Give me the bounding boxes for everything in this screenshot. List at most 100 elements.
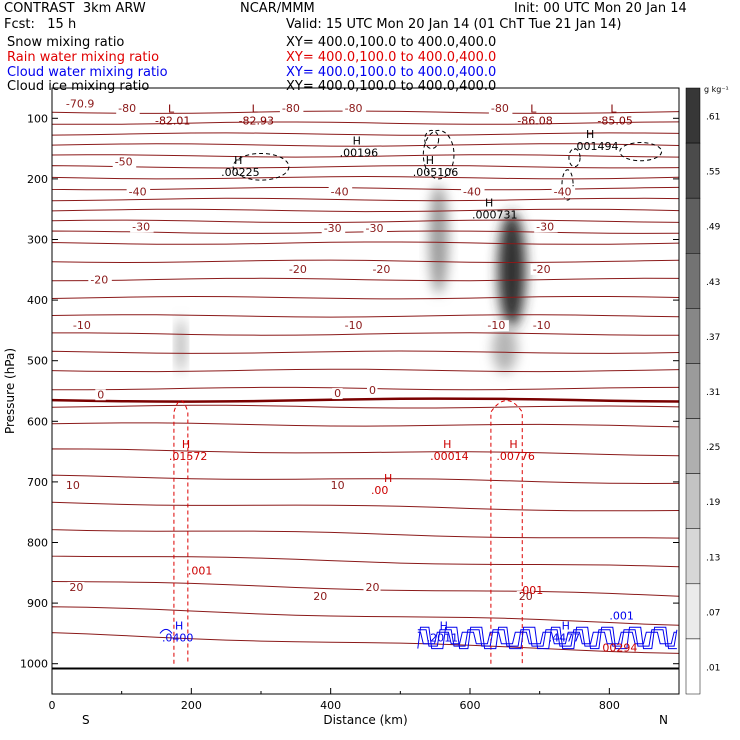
temperature-label-bg-27 <box>67 581 85 593</box>
contour-label-layer: -70.9 -80 -80 -80 -80 -50 -40 -40 -40 -40 -30 -30 -3… <box>63 97 637 655</box>
colorbar-label-0: .01 <box>706 663 720 673</box>
colorbar-label-8: .49 <box>706 223 721 233</box>
extremum-value-14: .2011 <box>427 631 459 644</box>
colorbar-segment-0 <box>685 87 701 144</box>
extremum-value-2: -86.08 <box>517 114 552 127</box>
temperature-label-bg-3 <box>342 103 367 115</box>
colorbar-label-9: .55 <box>706 168 720 178</box>
temperature-label-9: -40 <box>554 185 572 198</box>
extremum-symbol-7: H <box>586 128 594 141</box>
temperature-label-bg-9 <box>551 186 576 198</box>
extremum-value-11: .00776 <box>496 450 534 463</box>
temperature-label-2: -80 <box>282 102 300 115</box>
temperature-label-bg-18 <box>70 320 95 332</box>
temperature-label-bg-7 <box>328 186 353 198</box>
extremum-value-0: -82.01 <box>155 114 190 127</box>
field-cloudwater-xy: XY= 400.0,100.0 to 400.0,400.0 <box>286 65 497 80</box>
field-cloudwater-name: Cloud water mixing ratio <box>7 65 168 80</box>
extremum-value-13: .0400 <box>162 631 194 644</box>
temperature-label-bg-19 <box>342 320 367 332</box>
temperature-contour-line-3 <box>52 143 679 147</box>
axes-layer: 0 200 400 600 800100200300400500600700800900… <box>3 112 679 727</box>
field-rain-name: Rain water mixing ratio <box>7 50 160 65</box>
colorbar-label-6: .37 <box>706 333 720 343</box>
y-tick-label-3: 400 <box>27 294 48 307</box>
extremum-symbol-5: H <box>353 134 361 147</box>
temperature-label-bg-14 <box>88 274 112 286</box>
temperature-contour-line-20 <box>52 386 679 391</box>
colorbar-segment-10 <box>685 638 701 695</box>
extremum-value-7: .001494 <box>573 140 619 153</box>
temperature-label-bg-26 <box>328 480 346 492</box>
rain-contour-layer <box>173 400 523 664</box>
colorbar-segment-6 <box>685 418 701 474</box>
temperature-label-bg-13 <box>534 221 558 233</box>
temperature-label-14: -20 <box>90 274 108 287</box>
extremum-symbol-15: H <box>562 619 570 632</box>
extremum-symbol-14: H <box>440 619 448 632</box>
temperature-contour-layer <box>52 110 679 670</box>
temperature-label-20: -10 <box>487 319 505 332</box>
colorbar-segment-2 <box>685 197 701 254</box>
temperature-label-28: 20 <box>313 590 327 603</box>
temperature-label-15: -20 <box>289 263 307 276</box>
temperature-label-7: -40 <box>331 185 349 198</box>
field-rain-xy: XY= 400.0,100.0 to 400.0,400.0 <box>286 50 497 65</box>
cloud-water-contour-2 <box>417 631 677 645</box>
colorbar-unit: g kg⁻¹ <box>704 85 729 94</box>
temperature-label-10: -30 <box>132 220 150 233</box>
x-tick-label-3: 600 <box>460 699 481 712</box>
temperature-label-4: -80 <box>491 102 509 115</box>
annotation-0: .001 <box>188 565 213 578</box>
temperature-label-1: -80 <box>118 102 136 115</box>
extremum-value-8: .000731 <box>472 208 518 221</box>
extremum-value-1: -82.93 <box>239 114 274 127</box>
extremum-value-10: .00014 <box>430 450 469 463</box>
temperature-label-29: 20 <box>366 581 380 594</box>
temperature-contour-line-12 <box>52 241 679 245</box>
extremum-symbol-6: H <box>426 154 434 167</box>
temperature-label-24: 0 <box>369 384 376 397</box>
extremum-symbol-9: H <box>182 438 190 451</box>
temperature-label-bg-4 <box>488 103 513 115</box>
temperature-contour-line-29 <box>52 606 679 626</box>
extremum-value-9: .01572 <box>169 450 208 463</box>
colorbar: .01 .07 .13 .19 .25 .31 .37 .43 .49 .55 .61 g kg⁻¹ <box>685 85 729 695</box>
temperature-label-bg-25 <box>63 480 81 492</box>
temperature-label-0: -70.9 <box>66 97 94 110</box>
temperature-label-bg-2 <box>279 103 304 115</box>
temperature-contour-line-13 <box>52 259 679 264</box>
temperature-label-bg-0 <box>63 98 101 110</box>
x-tick-label-1: 200 <box>181 699 202 712</box>
colorbar-label-7: .43 <box>706 278 720 288</box>
temperature-contour-line-22 <box>52 422 679 428</box>
temperature-contour-line-21 <box>52 404 679 409</box>
snow-shading-layer <box>176 184 526 373</box>
field-cloudice-name: Cloud ice mixing ratio <box>7 79 150 94</box>
temperature-label-26: 10 <box>331 479 345 492</box>
temperature-contour-line-14 <box>52 277 679 282</box>
temperature-label-bg-15 <box>286 263 311 275</box>
temperature-label-3: -80 <box>345 102 363 115</box>
init-time: Init: 00 UTC Mon 20 Jan 14 <box>514 1 687 16</box>
field-snow-xy: XY= 400.0,100.0 to 400.0,400.0 <box>286 35 497 50</box>
temperature-label-bg-29 <box>363 581 381 593</box>
colorbar-label-4: .25 <box>706 443 720 453</box>
temperature-contour-line-9 <box>52 208 679 213</box>
temperature-label-bg-20 <box>485 320 509 332</box>
field-snow-name: Snow mixing ratio <box>7 35 125 50</box>
snow-blob-2 <box>497 212 526 328</box>
annotation-1: .001 <box>519 584 544 597</box>
cloud-ice-contour-1 <box>422 129 455 180</box>
y-tick-label-2: 300 <box>27 234 48 247</box>
extremum-value-6: .005106 <box>413 166 459 179</box>
cloud-contour-layer <box>159 129 678 650</box>
y-tick-label-9: 1000 <box>20 658 48 671</box>
y-axis-title: Pressure (hPa) <box>3 348 17 434</box>
temperature-contour-line-2 <box>52 132 679 136</box>
cloud-ice-contour-3 <box>561 169 574 201</box>
y-tick-label-1: 200 <box>27 173 48 186</box>
extremum-value-5: .00196 <box>340 146 379 159</box>
model-name: CONTRAST 3km ARW <box>4 1 146 16</box>
